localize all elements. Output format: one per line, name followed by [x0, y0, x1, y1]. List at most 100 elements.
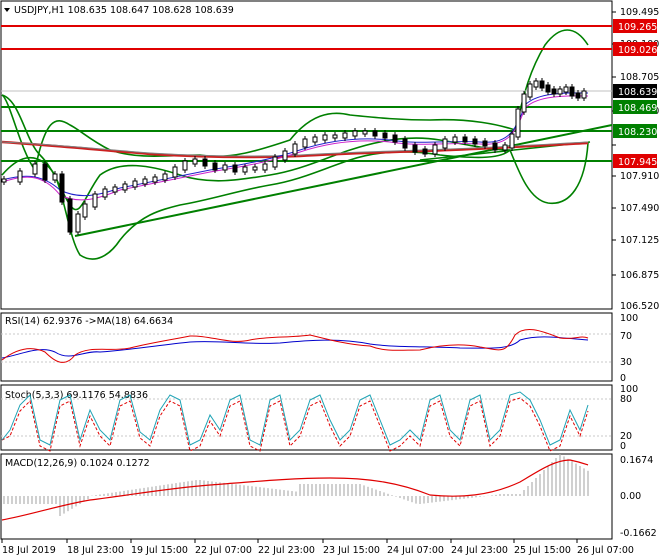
price-tick-label: 107.490	[620, 203, 659, 214]
candle-body	[67, 198, 73, 233]
candle-body	[52, 173, 58, 181]
macd-pane[interactable]	[0, 453, 613, 540]
candle-body	[442, 138, 448, 149]
stoch-tick-label: 100	[620, 384, 638, 395]
price-tick-label: 107.125	[620, 235, 659, 246]
candle-body	[492, 142, 498, 151]
time-tick-label: 22 Jul 07:00	[195, 545, 252, 556]
price-tag-label: 107.945	[618, 157, 657, 168]
candle-body	[282, 150, 288, 161]
stoch-label: Stoch(5,3,3) 69.1176 54.8836	[5, 390, 148, 401]
macd-signal-line	[1, 459, 589, 521]
price-tag-label: 109.265	[618, 22, 657, 33]
candle-body	[292, 143, 298, 155]
candle-body	[102, 188, 108, 198]
candle-body	[382, 132, 388, 139]
horizontal-levels[interactable]	[1, 25, 612, 162]
macd-tick-label: 0.00	[620, 491, 641, 502]
dropdown-arrow-icon[interactable]	[4, 8, 10, 12]
candle-body	[502, 144, 508, 151]
rsi-label: RSI(14) 62.9376 ->MA(18) 64.6634	[5, 316, 173, 327]
candle-body	[482, 140, 488, 147]
time-tick-label: 23 Jul 15:00	[323, 545, 380, 556]
candle-body	[272, 156, 278, 168]
price-tag-label: 108.469	[618, 103, 657, 114]
candle-body	[252, 166, 258, 171]
candle-body	[152, 176, 158, 183]
price-tag-label: 109.026	[618, 45, 657, 56]
candle-body	[342, 132, 348, 139]
macd-axis: 0.1674 0.00 -0.1662	[620, 455, 657, 539]
candle-body	[352, 130, 358, 137]
candle-body	[132, 180, 138, 188]
candle-body	[112, 186, 118, 193]
candle-body	[539, 80, 545, 89]
time-tick-label: 18 Jul 2019	[2, 545, 56, 556]
symbol-header: USDJPY,H1 108.635 108.647 108.628 108.63…	[14, 5, 234, 16]
macd-tick-label: -0.1662	[620, 528, 657, 539]
candle-body	[182, 160, 188, 171]
candle-body	[32, 163, 38, 175]
candle-body	[432, 144, 438, 155]
candle-body	[172, 166, 178, 178]
rsi-pane[interactable]	[0, 312, 613, 382]
trendline-support	[74, 124, 613, 237]
candle-body	[557, 88, 563, 95]
candle-body	[242, 166, 248, 173]
time-tick-label: 26 Jul 07:00	[577, 545, 634, 556]
candle-body	[262, 163, 268, 171]
rsi-axis: 100 70 30 0	[620, 313, 638, 384]
candle-body	[162, 173, 168, 181]
rsi-tick-label: 100	[620, 313, 638, 324]
price-tick-label: 106.875	[620, 270, 659, 281]
candle-body	[322, 134, 328, 141]
candle-body	[551, 88, 557, 95]
candle-body	[545, 84, 551, 93]
time-tick-label: 18 Jul 23:00	[67, 545, 124, 556]
candle-body	[563, 86, 569, 93]
moving-averages	[1, 92, 589, 201]
candlesticks	[1, 78, 587, 235]
stoch-signal-line	[1, 397, 589, 452]
price-tick-label: 108.705	[620, 72, 659, 83]
candle-body	[472, 138, 478, 145]
stoch-lines	[1, 391, 612, 452]
rsi-tick-label: 0	[620, 373, 626, 384]
moving-average-slow	[1, 140, 589, 159]
price-tags: 109.265 109.026 108.639 108.469 108.230 107.9…	[613, 19, 657, 168]
candle-body	[42, 163, 48, 181]
candle-body	[75, 213, 81, 233]
candle-body	[1, 178, 7, 183]
price-tag-label: 108.230	[618, 127, 657, 138]
stoch-tick-label: 0	[620, 441, 626, 452]
time-tick-label: 22 Jul 23:00	[258, 545, 315, 556]
candle-body	[192, 158, 198, 165]
price-tag-label: 108.639	[618, 87, 657, 98]
candle-body	[392, 134, 398, 143]
candle-body	[527, 83, 533, 98]
candle-body	[222, 164, 228, 171]
candle-body	[521, 93, 527, 113]
candle-body	[17, 170, 23, 183]
candle-body	[402, 138, 408, 149]
candle-body	[142, 178, 148, 185]
rsi-tick-label: 30	[620, 357, 632, 368]
price-tag-box	[613, 124, 657, 138]
candle-body	[92, 193, 98, 208]
price-tag-box	[613, 154, 657, 168]
candle-body	[59, 173, 65, 203]
candle-body	[533, 80, 539, 88]
price-tick-label: 109.495	[620, 7, 659, 18]
rsi-line	[1, 328, 589, 363]
price-tick-label: 106.520	[620, 301, 659, 312]
candle-body	[452, 136, 458, 143]
candle-body	[202, 158, 208, 167]
macd-histogram	[1, 454, 589, 521]
candle-body	[412, 144, 418, 153]
rsi-tick-label: 70	[620, 331, 632, 342]
stoch-tick-label: 20	[620, 431, 632, 442]
moving-average-mid	[1, 141, 589, 157]
moving-average-fast-2	[1, 95, 589, 201]
time-tick-label: 25 Jul 15:00	[514, 545, 571, 556]
